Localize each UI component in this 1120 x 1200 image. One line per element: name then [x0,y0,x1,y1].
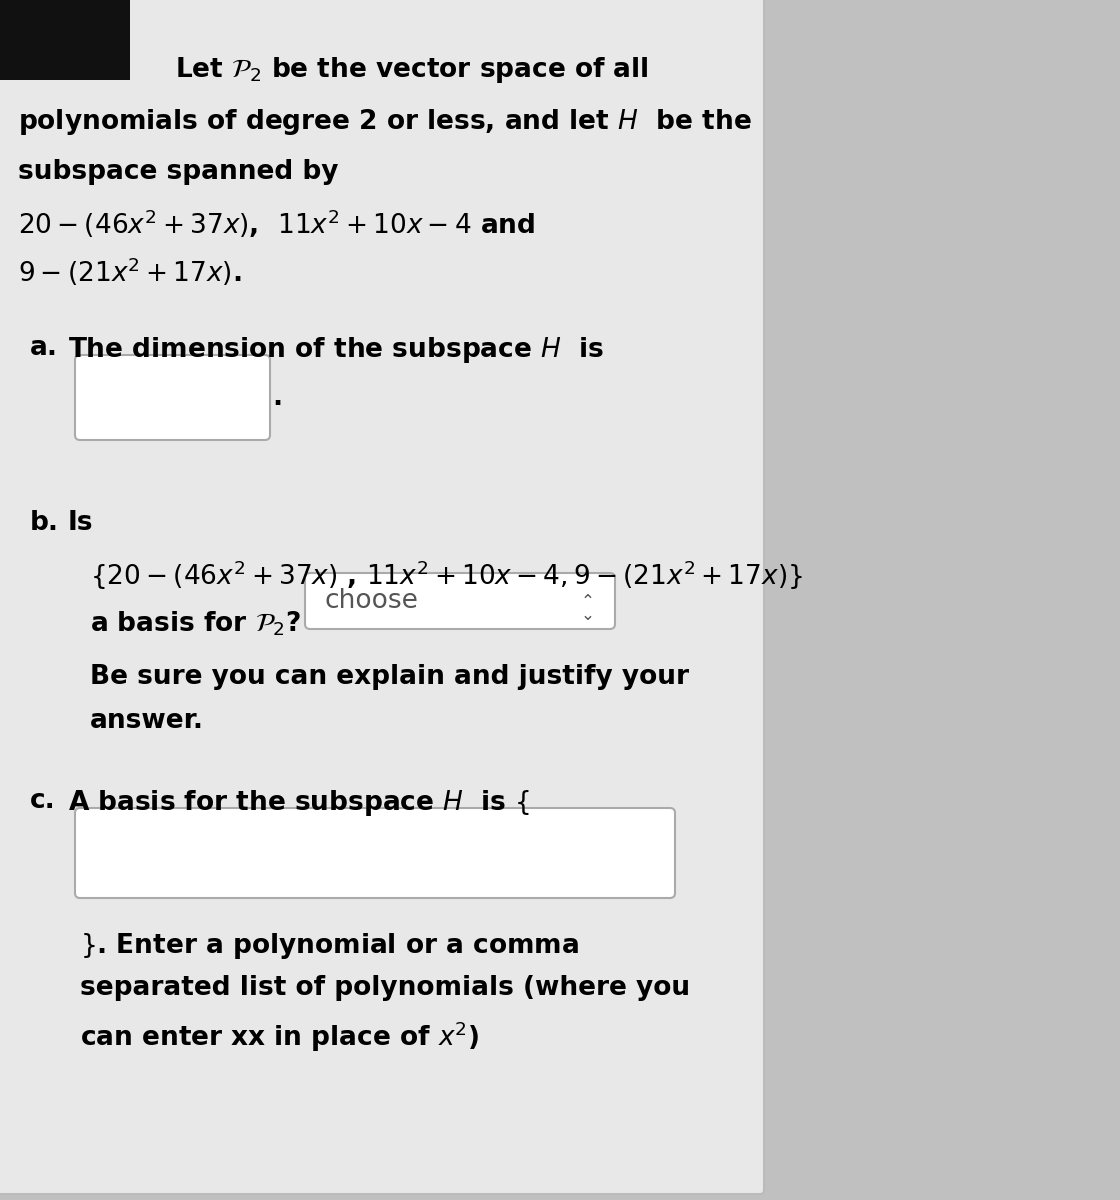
Text: $\}$. Enter a polynomial or a comma: $\}$. Enter a polynomial or a comma [80,931,579,961]
Text: can enter xx in place of $x^2$): can enter xx in place of $x^2$) [80,1019,479,1054]
FancyBboxPatch shape [75,808,675,898]
Text: polynomials of degree 2 or less, and let $H$  be the: polynomials of degree 2 or less, and let… [18,107,752,137]
Text: separated list of polynomials (where you: separated list of polynomials (where you [80,974,690,1001]
Text: ⌄: ⌄ [581,606,595,624]
Text: a.: a. [30,335,58,361]
FancyBboxPatch shape [75,355,270,440]
Text: ⌃: ⌃ [581,592,595,610]
Text: $\{20 - (46x^2 + 37x)$ , $11x^2 + 10x - 4, 9 - (21x^2 + 17x)\}$: $\{20 - (46x^2 + 37x)$ , $11x^2 + 10x - … [90,558,803,592]
Text: a basis for $\mathcal{P}_2$?: a basis for $\mathcal{P}_2$? [90,610,301,638]
Text: choose: choose [325,588,419,614]
Text: $20 - (46x^2 + 37x)$,  $11x^2 + 10x - 4$ and: $20 - (46x^2 + 37x)$, $11x^2 + 10x - 4$ … [18,206,535,240]
Text: Is: Is [68,510,93,536]
Text: Be sure you can explain and justify your: Be sure you can explain and justify your [90,664,689,690]
Text: .: . [272,385,282,410]
Text: Let $\mathcal{P}_2$ be the vector space of all: Let $\mathcal{P}_2$ be the vector space … [175,55,648,85]
FancyBboxPatch shape [0,0,130,80]
Text: b.: b. [30,510,59,536]
Text: answer.: answer. [90,708,204,734]
Text: subspace spanned by: subspace spanned by [18,158,338,185]
Text: c.: c. [30,788,56,814]
Text: $9 - (21x^2 + 17x)$.: $9 - (21x^2 + 17x)$. [18,254,242,288]
FancyBboxPatch shape [305,572,615,629]
Text: A basis for the subspace $H$  is $\{$: A basis for the subspace $H$ is $\{$ [68,788,530,818]
FancyBboxPatch shape [0,0,764,1194]
Text: The dimension of the subspace $H$  is: The dimension of the subspace $H$ is [68,335,604,365]
